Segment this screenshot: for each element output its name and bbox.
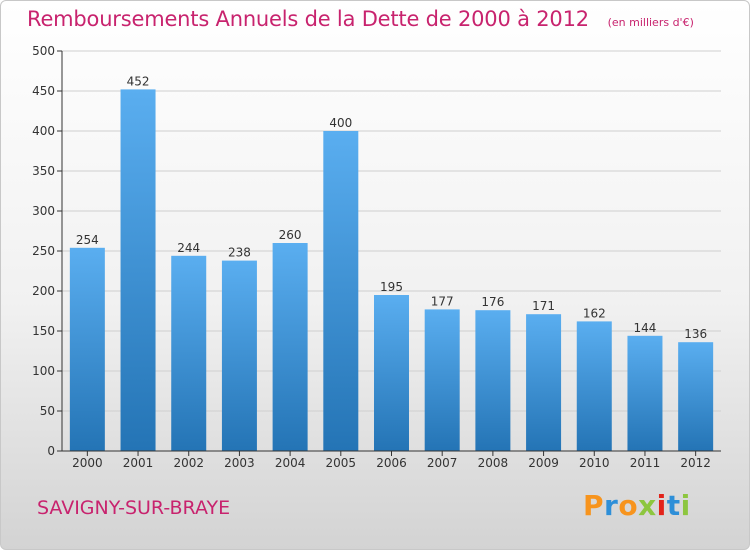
axes [57,50,721,456]
bar-value-label: 195 [380,280,403,294]
y-tick-label: 400 [32,124,55,138]
x-tick-label: 2004 [275,456,306,470]
y-tick-label: 100 [32,364,55,378]
bars [69,89,714,452]
x-tick-label: 2003 [224,456,255,470]
x-tick-label: 2000 [72,456,103,470]
logo-letter: o [618,489,639,522]
x-tick-label: 2002 [173,456,204,470]
bar [323,131,359,451]
y-tick-label: 200 [32,284,55,298]
bar [221,260,257,451]
x-tick-label: 2006 [376,456,407,470]
logo-letter: r [604,489,619,522]
bar [627,335,663,451]
proxiti-logo: Proxiti [583,489,691,522]
x-tick-label: 2005 [326,456,357,470]
bar-value-label: 260 [279,228,302,242]
y-tick-label: 450 [32,84,55,98]
bar [526,314,562,451]
y-tick-label: 300 [32,204,55,218]
x-tick-label: 2012 [680,456,711,470]
bar [475,310,511,451]
logo-letter: P [583,489,605,522]
logo-letter: i [680,489,691,522]
bar-value-label: 254 [76,233,99,247]
x-tick-label: 2001 [123,456,154,470]
logo-letter: i [656,489,667,522]
bar [272,243,308,451]
logo-letter: t [666,489,681,522]
bar [576,321,612,451]
commune-name: SAVIGNY-SUR-BRAYE [37,497,231,519]
bar [69,247,105,451]
y-tick-label: 0 [47,444,55,458]
x-tick-label: 2010 [579,456,610,470]
bar [120,89,156,452]
bar-value-label: 238 [228,246,251,260]
x-tick-label: 2011 [630,456,661,470]
bar-value-label: 400 [329,116,352,130]
bar-value-label: 144 [634,321,657,335]
y-tick-label: 350 [32,164,55,178]
bar-value-label: 171 [532,299,555,313]
y-tick-label: 250 [32,244,55,258]
bar [678,342,714,451]
bar-value-label: 162 [583,306,606,320]
logo-letter: x [638,489,657,522]
title-text: Remboursements Annuels de la Dette de 20… [27,7,589,31]
chart-title: Remboursements Annuels de la Dette de 20… [27,7,694,31]
bar [424,309,460,451]
unit-label: (en milliers d'€) [607,16,694,29]
y-tick-label: 500 [32,44,55,58]
bar [171,255,207,451]
bar-value-label: 244 [177,241,200,255]
x-tick-label: 2008 [478,456,509,470]
labels: 0 50 100 150 200 250 300 350 400 450 500 254 2000 452… [32,44,711,470]
bar-value-label: 136 [684,327,707,341]
bar-value-label: 176 [481,295,504,309]
bar-value-label: 452 [127,74,150,88]
y-tick-label: 150 [32,324,55,338]
bar [374,295,409,451]
x-tick-label: 2007 [427,456,458,470]
bar-value-label: 177 [431,294,454,308]
y-tick-label: 50 [40,404,55,418]
x-tick-label: 2009 [528,456,559,470]
